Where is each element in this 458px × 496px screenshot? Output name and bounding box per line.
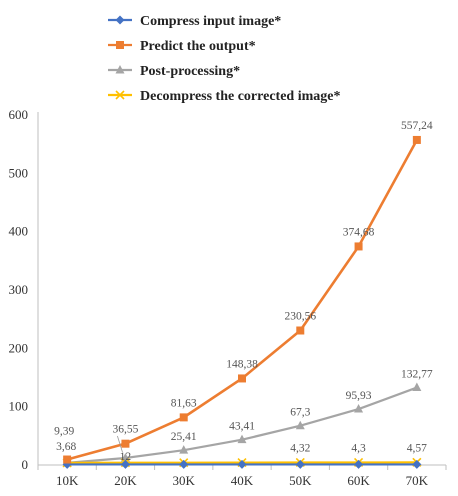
legend-label: Decompress the corrected image* <box>140 89 340 104</box>
data-label: 4,3 <box>351 442 366 454</box>
series-0 <box>62 459 422 469</box>
data-labels: 9,39 36,55 81,63 148,38 230,56 374,68 557,24 3,… <box>54 120 433 463</box>
x-tick-label: 40K <box>231 473 254 488</box>
y-tick-label: 600 <box>9 107 29 122</box>
legend-marker <box>115 15 125 25</box>
y-tick-label: 500 <box>9 165 29 180</box>
data-label: 148,38 <box>226 358 258 370</box>
data-label: 9,39 <box>54 426 74 438</box>
data-label: 81,63 <box>171 397 197 409</box>
x-tick-label: 70K <box>406 473 429 488</box>
data-point <box>120 459 130 469</box>
data-point <box>412 135 421 144</box>
data-label: 132,77 <box>401 369 433 381</box>
chart-legend: Compress input image* Predict the output*… <box>108 14 340 104</box>
x-tick-label: 50K <box>289 473 312 488</box>
series-1 <box>63 135 421 464</box>
data-point <box>295 459 305 469</box>
legend-marker <box>115 65 125 74</box>
data-label: 25,41 <box>171 431 197 443</box>
data-point <box>295 420 305 430</box>
data-label: 230,56 <box>284 311 316 323</box>
data-label: 4,57 <box>407 442 427 454</box>
legend-label: Predict the output* <box>140 39 256 54</box>
legend-label: Post-processing* <box>140 64 240 79</box>
series-line <box>66 139 418 461</box>
data-label: 3,68 <box>56 441 76 453</box>
legend-label: Compress input image* <box>140 14 281 29</box>
data-label: 43,41 <box>229 421 255 433</box>
data-point <box>412 382 422 392</box>
y-tick-label: 400 <box>9 224 29 239</box>
legend-item: Predict the output* <box>108 39 256 54</box>
x-tick-label: 20K <box>114 473 137 488</box>
x-tick-label: 10K <box>56 473 79 488</box>
legend-item: Post-processing* <box>108 64 240 79</box>
data-point <box>412 459 422 469</box>
data-point <box>121 439 130 448</box>
legend-item: Compress input image* <box>108 14 281 29</box>
legend-marker <box>116 41 124 49</box>
data-label: 4,32 <box>290 442 310 454</box>
data-point <box>238 374 246 383</box>
plot-area <box>62 135 422 469</box>
data-point <box>179 445 189 454</box>
data-point <box>179 459 189 469</box>
data-point <box>179 413 188 422</box>
y-tick-label: 300 <box>9 282 29 297</box>
data-point <box>237 459 247 469</box>
data-point <box>63 455 72 464</box>
data-point <box>296 326 305 335</box>
data-label: 36,55 <box>112 424 138 436</box>
data-label: 95,93 <box>346 390 372 402</box>
x-tick-label: 60K <box>347 473 370 488</box>
data-label: 374,68 <box>343 226 375 238</box>
y-tick-label: 0 <box>22 457 29 472</box>
x-tick-label: 30K <box>173 473 196 488</box>
data-point <box>354 459 364 469</box>
legend-item: Decompress the corrected image* <box>108 89 340 104</box>
data-label: 12 <box>120 451 132 463</box>
y-tick-label: 200 <box>9 340 29 355</box>
y-tick-label: 100 <box>9 399 29 414</box>
data-label: 67,3 <box>290 407 310 419</box>
data-point <box>354 242 363 251</box>
data-point <box>354 404 364 413</box>
legend-marker <box>115 90 125 100</box>
data-point <box>237 434 247 444</box>
data-label: 557,24 <box>401 120 433 132</box>
chart-axes: 0 100 200 300 400 500 600 10K 20K 30K 40K 50K 60K 70K <box>9 107 447 488</box>
label-leader-line <box>117 435 123 453</box>
